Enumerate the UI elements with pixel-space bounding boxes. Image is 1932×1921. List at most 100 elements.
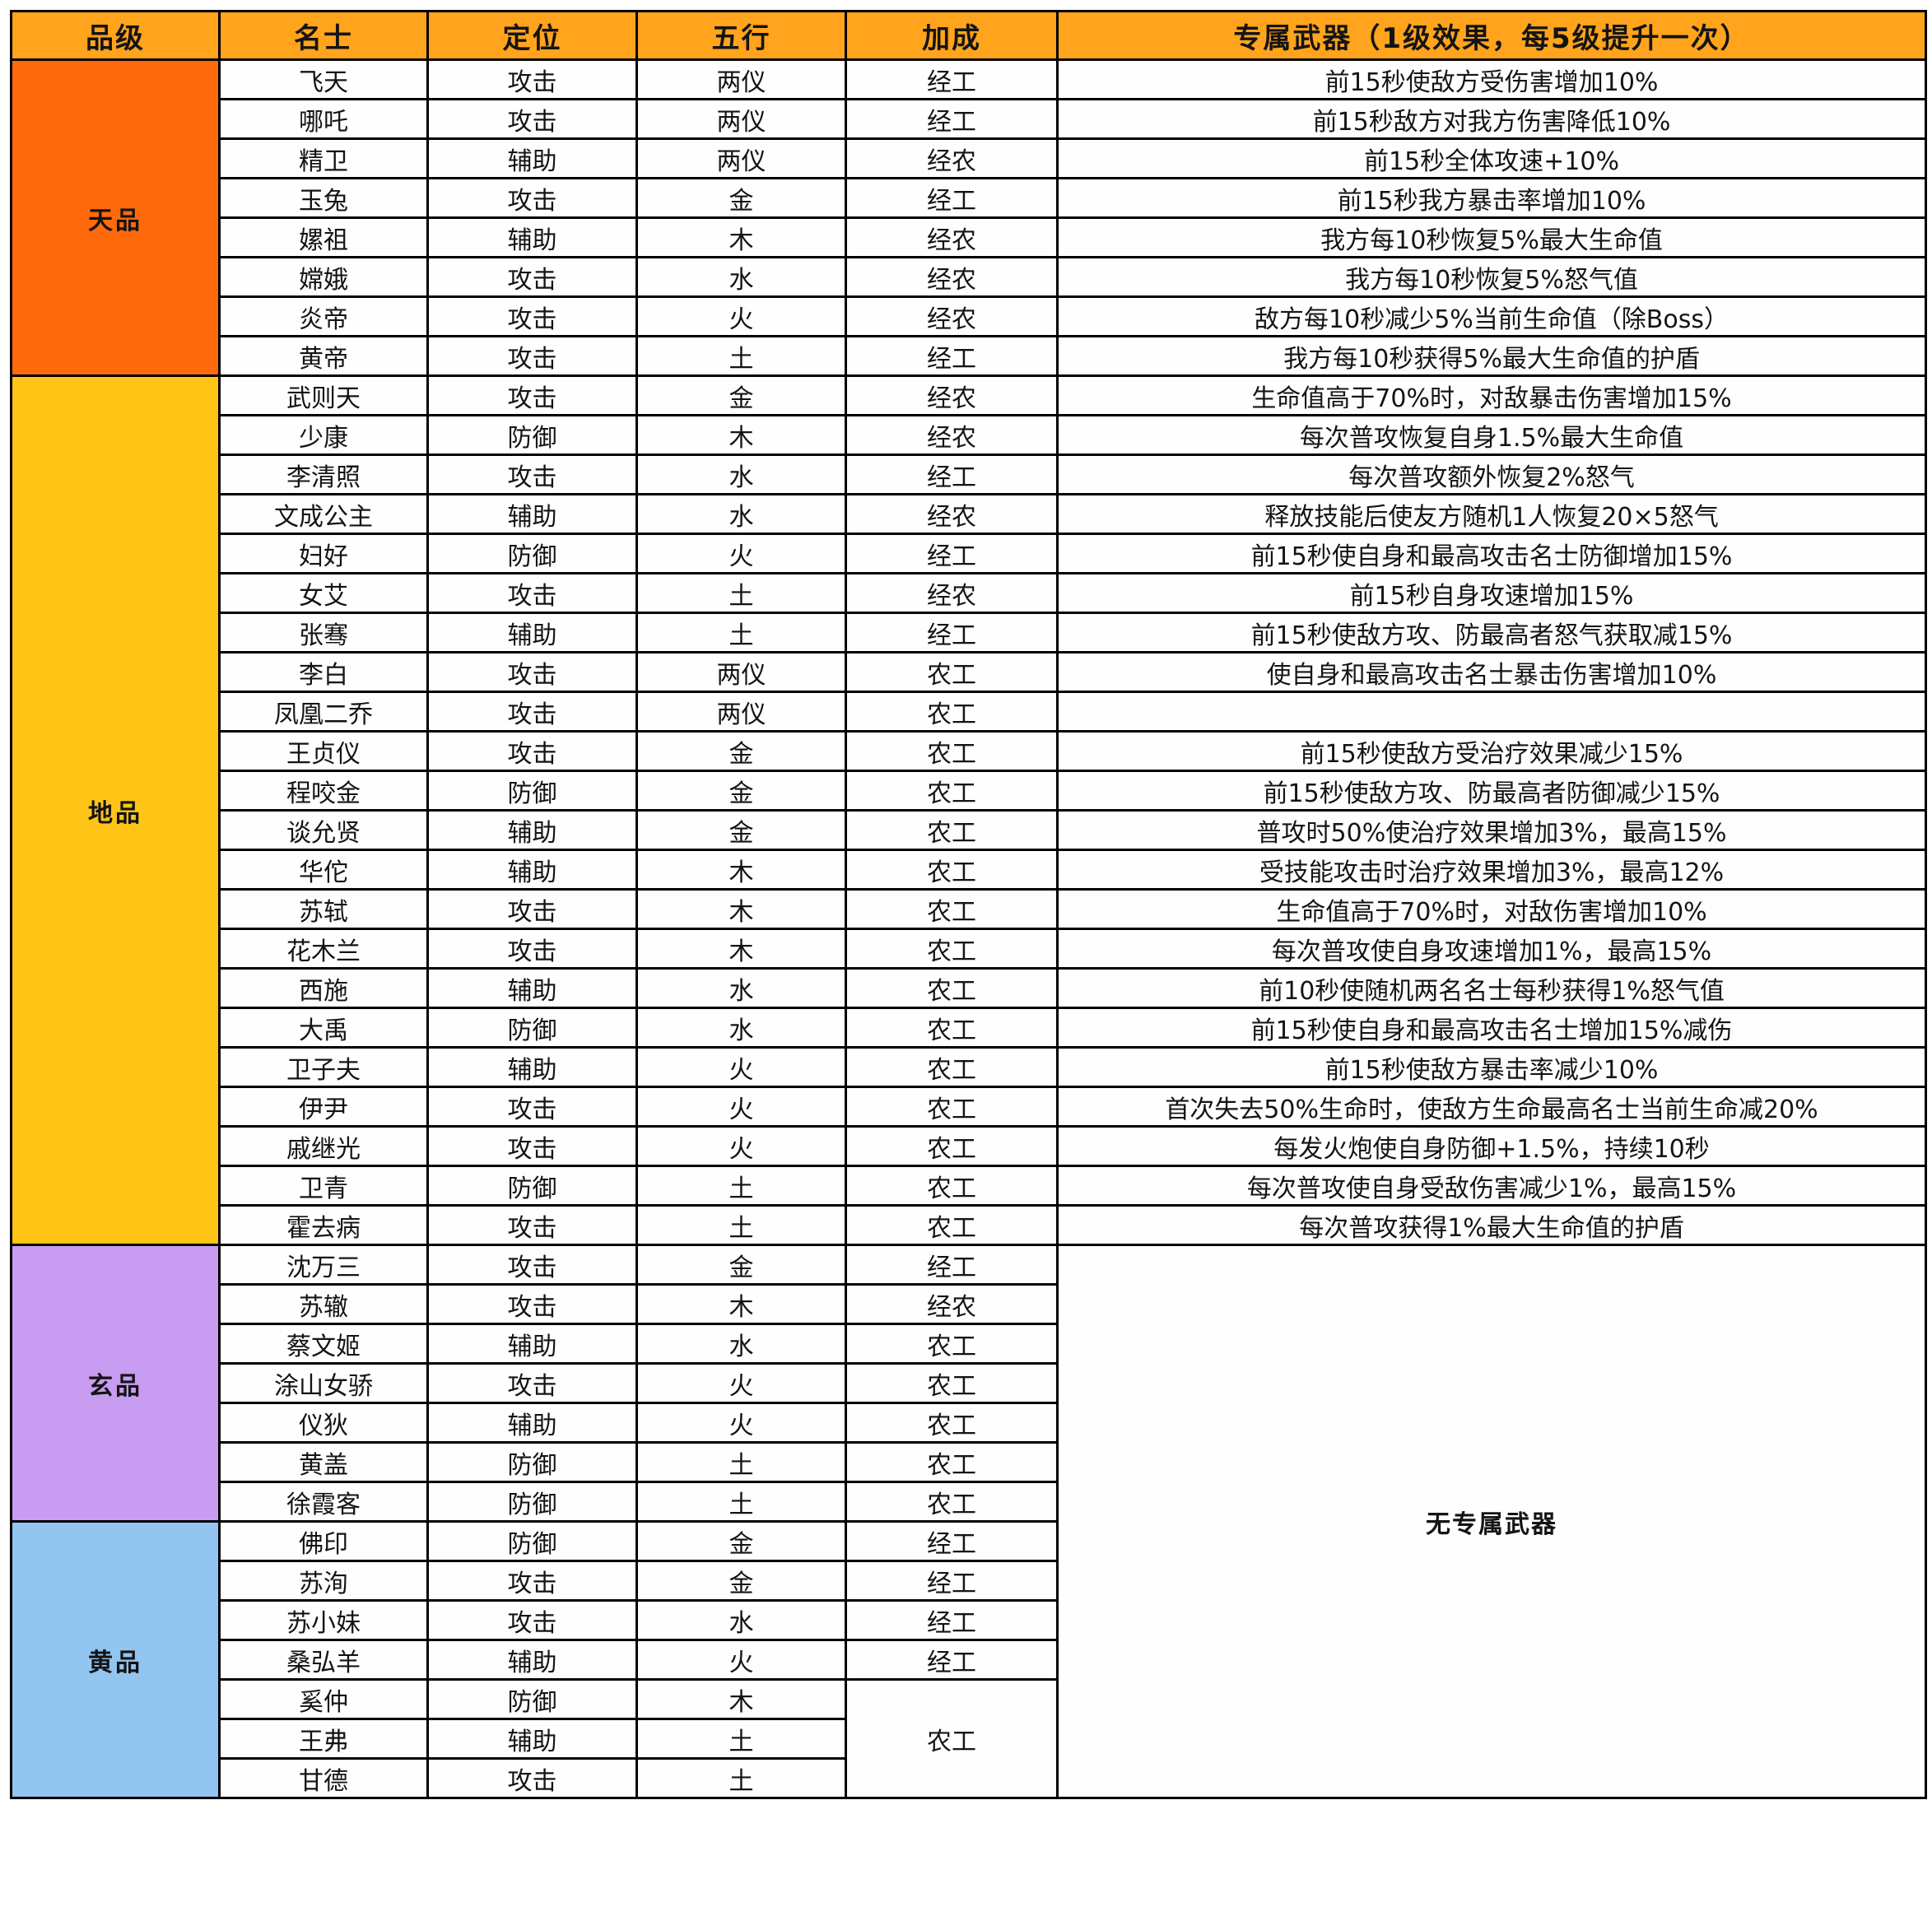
name-cell: 沈万三 [218,1244,429,1286]
table-row: 谈允贤 辅助金农工 普攻时50%使治疗效果增加3%，最高15% [12,809,1927,851]
name-cell: 张骞 [218,612,429,654]
role-cell: 攻击 [426,572,638,614]
table-row: 苏小妹 攻击水经工 [12,1599,1926,1641]
table-row: 卫青 防御土农工 每次普攻使自身受敌伤害减少1%，最高15% [12,1165,1927,1207]
name-cell: 谈允贤 [218,809,429,851]
element-cell: 火 [635,1125,847,1167]
name-cell: 嫘祖 [218,216,429,258]
element-cell: 水 [635,1599,847,1641]
name-cell: 卫青 [218,1165,429,1207]
element-cell: 火 [635,533,847,574]
element-cell: 木 [635,888,847,930]
role-cell: 攻击 [426,98,638,140]
table-row: 王弗 辅助土 [12,1718,1926,1760]
bonus-cell: 经农 [845,374,1059,416]
table-row: 苏洵 攻击金经工 [12,1560,1926,1602]
name-cell: 戚继光 [218,1125,429,1167]
table-row: 嫦娥 攻击水经农 我方每10秒恢复5%怒气值 [12,256,1927,298]
weapon-cell: 前15秒使自身和最高攻击名士增加15%减伤 [1056,1007,1927,1049]
role-cell: 防御 [426,1441,638,1483]
role-cell: 攻击 [426,1204,638,1246]
table-row: 文成公主 辅助水经农 释放技能后使友方随机1人恢复20×5怒气 [12,493,1927,535]
name-cell: 王贞仪 [218,730,429,772]
bonus-cell: 农工 [845,651,1059,693]
table-row: 苏辙 攻击木经农 [12,1283,1926,1325]
name-cell: 妇好 [218,533,429,574]
bonus-cell: 经农 [845,414,1059,456]
name-cell: 苏洵 [218,1560,429,1602]
role-cell: 攻击 [426,454,638,495]
bonus-cell: 经工 [845,1599,1059,1641]
role-cell: 辅助 [426,1323,638,1365]
name-cell: 佛印 [218,1520,429,1562]
bonus-cell: 农工 [845,691,1059,733]
role-cell: 防御 [426,1520,638,1562]
name-cell: 李清照 [218,454,429,495]
name-cell: 苏轼 [218,888,429,930]
element-cell: 水 [635,967,847,1009]
element-cell: 火 [635,1362,847,1404]
header-bonus: 加成 [845,10,1059,61]
tier-cell: 黄品 [10,1520,221,1799]
bonus-cell: 经农 [845,1283,1059,1325]
table-row: 天品 飞天 攻击 两仪 经工 前15秒使敌方受伤害增加10% [10,58,1927,377]
element-cell: 水 [635,1323,847,1365]
table-row: 涂山女骄 攻击火农工 [12,1362,1926,1404]
element-cell: 金 [635,1520,847,1562]
weapon-cell: 前10秒使随机两名名士每秒获得1%怒气值 [1056,967,1927,1009]
element-cell: 土 [635,612,847,654]
name-cell: 武则天 [218,374,429,416]
element-cell: 火 [635,1086,847,1128]
element-cell: 木 [635,928,847,970]
name-cell: 李白 [218,651,429,693]
name-cell: 涂山女骄 [218,1362,429,1404]
weapon-cell: 前15秒全体攻速+10% [1056,137,1927,179]
table-row: 李清照 攻击水经工 每次普攻额外恢复2%怒气 [12,454,1927,495]
element-cell: 土 [635,1757,847,1799]
name-cell: 西施 [218,967,429,1009]
name-cell: 华佗 [218,849,429,891]
table-row: 华佗 辅助木农工 受技能攻击时治疗效果增加3%，最高12% [12,849,1927,891]
role-cell: 攻击 [426,1599,638,1641]
element-cell: 土 [635,1481,847,1523]
table-row: 凤凰二乔 攻击 两仪 农工 [12,691,1927,733]
weapon-cell: 前15秒使敌方攻、防最高者怒气获取减15% [1056,612,1927,654]
name-cell: 奚仲 [218,1678,429,1720]
role-cell: 辅助 [426,1639,638,1681]
bonus-cell: 农工 [845,1441,1059,1483]
weapon-cell: 普攻时50%使治疗效果增加3%，最高15% [1056,809,1927,851]
weapon-cell: 我方每10秒恢复5%最大生命值 [1056,216,1927,258]
name-cell: 蔡文姬 [218,1323,429,1365]
table-row: 精卫 辅助 两仪 经农 前15秒全体攻速+10% [12,137,1927,179]
element-cell: 水 [635,1007,847,1049]
weapon-cell: 生命值高于70%时，对敌暴击伤害增加15% [1056,374,1927,416]
role-cell: 防御 [426,1165,638,1207]
header-element: 五行 [635,10,847,61]
table-row: 戚继光 攻击火农工 每发火炮使自身防御+1.5%，持续10秒 [12,1125,1927,1167]
weapon-cell: 我方每10秒恢复5%怒气值 [1056,256,1927,298]
element-cell: 水 [635,256,847,298]
bonus-cell: 经工 [845,533,1059,574]
table-row: 霍去病 攻击土农工 每次普攻获得1%最大生命值的护盾 [12,1204,1927,1246]
role-cell: 防御 [426,1481,638,1523]
table-row: 黄品 佛印 防御金经工 [10,1520,1926,1799]
element-cell: 木 [635,1283,847,1325]
header-row: 品级 名士 定位 五行 加成 专属武器（1级效果，每5级提升一次） [10,10,1927,61]
bonus-cell: 农工 [845,1678,1059,1799]
table-row: 玄品 沈万三 攻击金经工 无专属武器 [10,1244,1927,1799]
weapon-cell: 首次失去50%生命时，使敌方生命最高名士当前生命减20% [1056,1086,1927,1128]
no-weapon-cell: 无专属武器 [1056,1244,1927,1799]
role-cell: 辅助 [426,809,638,851]
bonus-cell: 农工 [845,1046,1059,1088]
table-row: 少康 防御木经农 每次普攻恢复自身1.5%最大生命值 [12,414,1927,456]
weapon-cell: 前15秒使自身和最高攻击名士防御增加15% [1056,533,1927,574]
name-cell: 霍去病 [218,1204,429,1246]
bonus-cell: 经工 [845,58,1059,100]
role-cell: 辅助 [426,137,638,179]
name-cell: 甘德 [218,1757,429,1799]
role-cell: 攻击 [426,888,638,930]
bonus-cell: 农工 [845,770,1059,812]
bonus-cell: 农工 [845,849,1059,891]
bonus-cell: 农工 [845,1402,1059,1444]
bonus-cell: 经工 [845,98,1059,140]
